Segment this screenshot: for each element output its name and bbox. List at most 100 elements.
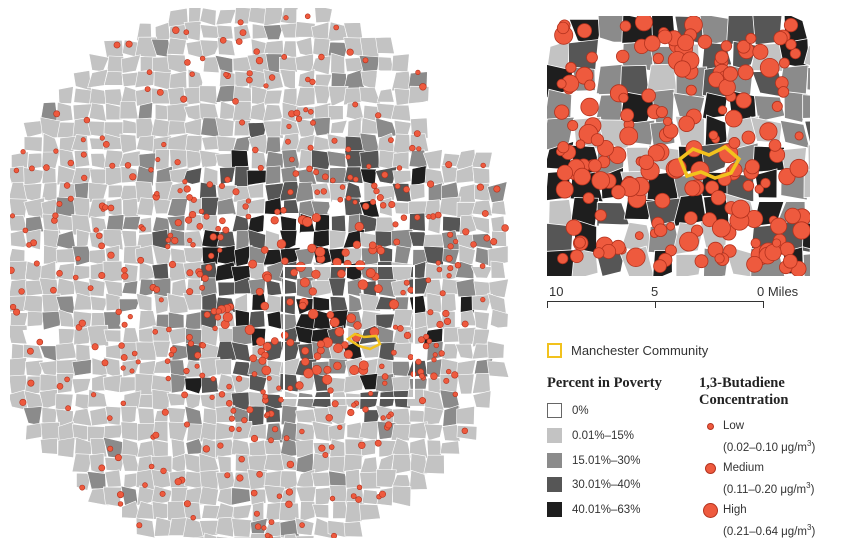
concentration-dot — [396, 165, 403, 171]
concentration-dot — [368, 390, 374, 397]
census-tract — [103, 70, 123, 86]
concentration-dot — [125, 40, 133, 48]
census-tract — [184, 311, 202, 330]
concentration-dot — [276, 239, 287, 249]
concentration-dot — [314, 246, 326, 258]
concentration-dot — [461, 427, 468, 434]
concentration-dot — [183, 367, 190, 375]
concentration-dot — [255, 56, 264, 65]
inset-concentration-dot — [673, 60, 691, 78]
concentration-legend-item: High (0.21–0.64 μg/m3) — [699, 502, 815, 541]
concentration-dot — [318, 53, 325, 61]
concentration-dot — [322, 374, 333, 385]
census-tract — [488, 278, 509, 298]
inset-concentration-dot — [731, 199, 751, 219]
concentration-dot — [453, 238, 459, 245]
concentration-dot — [313, 352, 322, 361]
census-tract — [182, 292, 202, 311]
census-tract — [423, 406, 444, 426]
census-tract — [408, 183, 426, 201]
concentration-dot — [480, 162, 486, 169]
census-tract — [120, 54, 142, 74]
concentration-dot — [19, 398, 27, 406]
inset-concentration-dot — [783, 18, 799, 33]
census-tract — [247, 454, 268, 474]
concentration-dot — [451, 371, 459, 379]
census-tract — [199, 85, 218, 105]
concentration-dot — [333, 361, 342, 371]
census-tract — [153, 71, 172, 91]
concentration-dot — [268, 74, 276, 81]
census-tract — [27, 311, 46, 327]
census-tract — [234, 166, 250, 187]
concentration-dot — [311, 213, 322, 223]
census-tract — [41, 310, 62, 331]
concentration-dot — [369, 199, 376, 206]
census-tract — [343, 521, 364, 538]
census-tract — [265, 53, 283, 75]
census-tract — [153, 293, 170, 315]
inset-concentration-dot — [677, 34, 695, 52]
concentration-dot — [362, 406, 369, 413]
poverty-label: 40.01%–63% — [572, 503, 641, 516]
concentration-dot — [331, 137, 338, 144]
concentration-dot — [183, 185, 191, 193]
concentration-dot — [152, 328, 158, 335]
concentration-dot — [253, 48, 260, 55]
concentration-dot — [274, 208, 281, 215]
census-tract — [441, 424, 461, 442]
census-tract — [215, 117, 235, 138]
concentration-dot — [228, 415, 235, 422]
concentration-dot — [349, 364, 360, 375]
concentration-dot — [407, 286, 415, 294]
concentration-dot — [56, 200, 63, 207]
concentration-dot — [331, 400, 339, 408]
concentration-dot — [270, 216, 279, 225]
concentration-dot — [462, 228, 470, 236]
inset-concentration-dot — [594, 209, 607, 222]
census-tract — [103, 329, 122, 343]
census-tract — [284, 533, 297, 538]
concentration-dot — [327, 387, 334, 394]
concentration-level-name: Low — [723, 420, 745, 432]
census-tract — [279, 295, 296, 316]
concentration-dot — [295, 381, 304, 390]
concentration-dot — [426, 214, 432, 220]
concentration-dot — [26, 242, 32, 248]
concentration-dot — [392, 221, 399, 228]
inset-census-tract — [803, 169, 810, 199]
concentration-dot — [223, 71, 229, 78]
concentration-dot — [276, 385, 282, 391]
concentration-dot — [481, 210, 489, 217]
concentration-dot — [337, 196, 344, 203]
concentration-dot — [209, 233, 217, 241]
concentration-dot — [345, 195, 352, 201]
census-tract — [199, 519, 220, 536]
concentration-dot — [445, 254, 453, 262]
concentration-dot — [365, 268, 376, 278]
concentration-dot — [326, 311, 335, 319]
concentration-dot — [303, 368, 314, 379]
census-tract — [102, 260, 123, 283]
concentration-dot — [447, 231, 454, 238]
census-tract — [57, 437, 76, 458]
census-tract — [105, 405, 122, 426]
concentration-dot — [414, 214, 421, 221]
census-tract — [166, 293, 189, 315]
concentration-dot — [120, 365, 126, 371]
inset-concentration-dot — [783, 254, 798, 269]
concentration-dot — [171, 237, 179, 245]
inset-concentration-dot — [619, 126, 639, 146]
inset-concentration-dot — [759, 58, 780, 78]
census-tract — [122, 216, 141, 231]
concentration-dot — [199, 55, 206, 62]
census-tract — [294, 517, 315, 536]
inset-concentration-dot — [576, 23, 592, 39]
concentration-dot — [91, 343, 99, 351]
census-tract — [86, 471, 107, 490]
census-tract — [265, 279, 282, 297]
concentration-dot — [218, 391, 226, 398]
census-tract — [328, 455, 346, 474]
concentration-dot — [302, 216, 313, 228]
concentration-dot — [301, 357, 310, 366]
